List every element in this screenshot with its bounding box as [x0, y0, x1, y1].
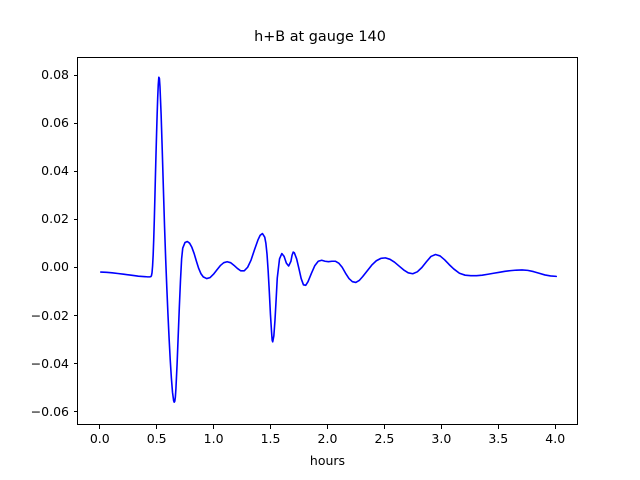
page-title: h+B at gauge 140 [254, 29, 386, 45]
y-tick-mark [73, 122, 77, 124]
y-tick-mark [73, 411, 77, 413]
y-tick-label: −0.02 [30, 307, 69, 323]
x-tick-label: 0.5 [146, 431, 167, 446]
y-tick-mark [73, 74, 77, 76]
x-tick-mark [554, 425, 556, 429]
y-tick-label: −0.04 [30, 355, 69, 371]
x-tick-label: 3.0 [431, 431, 452, 446]
y-tick-label: −0.06 [30, 403, 69, 419]
line-chart-canvas [99, 76, 558, 403]
plot-axes [77, 57, 578, 425]
x-tick-mark [383, 425, 386, 429]
x-tick-label: 2.5 [374, 431, 395, 446]
x-tick-label: 3.5 [488, 431, 509, 446]
x-tick-mark [440, 425, 442, 429]
y-tick-mark [73, 363, 77, 365]
x-tick-mark [213, 425, 215, 429]
y-tick-mark [73, 315, 77, 317]
x-tick-mark [99, 425, 101, 429]
x-tick-label: 1.0 [203, 431, 224, 446]
data-series-line [99, 76, 558, 403]
x-tick-label: 2.0 [317, 431, 338, 446]
y-tick-mark [73, 218, 77, 220]
y-tick-label: 0.06 [41, 115, 69, 131]
x-tick-mark [156, 425, 158, 429]
x-tick-mark [327, 425, 329, 429]
x-tick-label: 0.0 [89, 431, 110, 446]
y-tick-label: 0.00 [41, 259, 69, 275]
x-axis-label: hours [309, 453, 346, 468]
y-tick-mark [73, 266, 77, 269]
y-tick-label: 0.04 [41, 163, 69, 179]
y-tick-label: 0.02 [41, 211, 69, 227]
y-tick-mark [73, 170, 77, 172]
x-tick-mark [270, 425, 272, 429]
x-tick-mark [497, 425, 499, 429]
y-tick-label: 0.08 [41, 67, 69, 83]
x-tick-label: 4.0 [545, 431, 566, 446]
x-tick-label: 1.5 [260, 431, 281, 446]
